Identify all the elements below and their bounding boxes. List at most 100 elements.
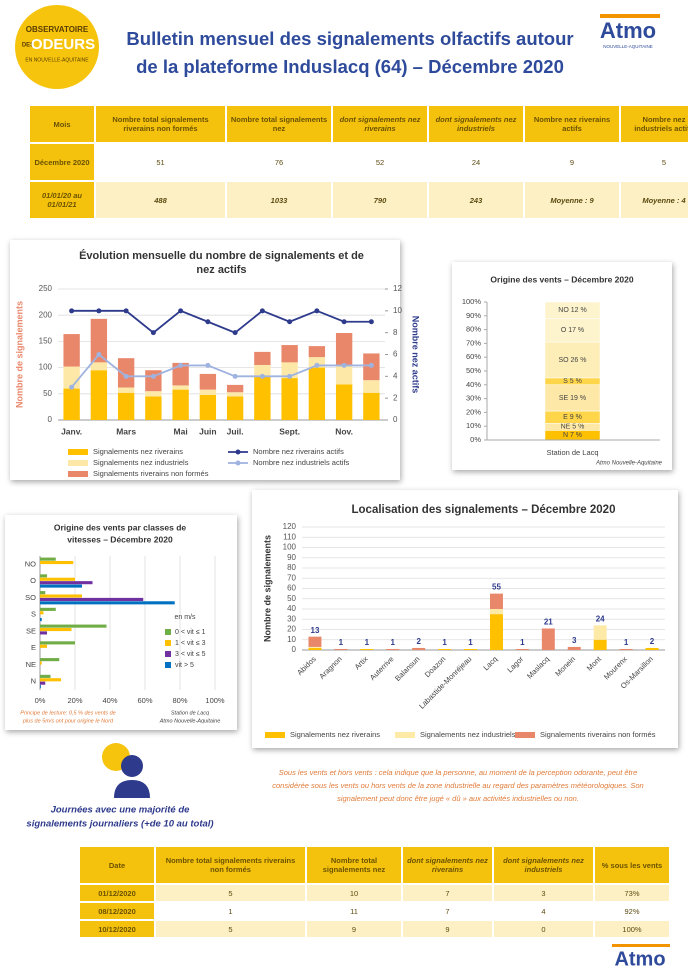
bar bbox=[40, 685, 41, 689]
x-tick-label: Sept. bbox=[279, 426, 300, 436]
total-label: 2 bbox=[650, 637, 655, 646]
y2-tick-label: 12 bbox=[393, 284, 402, 293]
header-cell: dont signalements nez riverains bbox=[401, 845, 494, 885]
y-tick-label: 200 bbox=[39, 310, 53, 319]
bar-segment bbox=[145, 396, 162, 420]
x-tick-label: 60% bbox=[137, 696, 152, 705]
y-tick-label: 60% bbox=[466, 352, 481, 361]
bar-segment bbox=[489, 593, 503, 609]
line-point bbox=[178, 362, 184, 368]
line-series bbox=[71, 309, 372, 334]
y-tick-label: NE bbox=[26, 660, 36, 669]
y2-tick-label: 8 bbox=[393, 328, 398, 337]
y-tick-label: 50 bbox=[43, 389, 52, 398]
cell: 100% bbox=[593, 919, 671, 939]
cell: 1033 bbox=[225, 180, 333, 220]
bar-segment bbox=[335, 366, 353, 385]
bar-segment bbox=[63, 334, 80, 367]
cell: Décembre 2020 bbox=[28, 142, 96, 182]
line-point bbox=[123, 308, 129, 314]
x-tick-label: Juil. bbox=[227, 426, 244, 436]
bar-segment bbox=[90, 362, 108, 371]
legend-label: 1 < vit ≤ 3 bbox=[175, 640, 206, 647]
segment-label: NO 12 % bbox=[558, 307, 586, 314]
bar-segment bbox=[544, 301, 601, 319]
line-point bbox=[232, 373, 238, 379]
legend-label: 0 < vit ≤ 1 bbox=[175, 629, 206, 636]
line-point bbox=[69, 384, 75, 390]
line-point bbox=[287, 373, 293, 379]
cell: 9 bbox=[305, 919, 403, 939]
bar bbox=[40, 627, 72, 632]
panel bbox=[5, 515, 237, 730]
cell: 52 bbox=[331, 142, 429, 182]
x-tick-label: 80% bbox=[172, 696, 187, 705]
table-row: 10/12/2020 5 9 9 0 100% bbox=[78, 919, 671, 939]
table-header: Date Nombre total signalements riverains … bbox=[78, 845, 671, 885]
y-axis-label: Nombre de signalements bbox=[262, 535, 272, 642]
line-point bbox=[96, 308, 102, 314]
line-point bbox=[69, 308, 75, 314]
bar-segment bbox=[90, 370, 108, 420]
y-tick-label: 120 bbox=[283, 522, 297, 531]
x-tick-label: 20% bbox=[67, 696, 82, 705]
bar-segment bbox=[335, 384, 353, 420]
y-tick-label: 150 bbox=[39, 337, 53, 346]
bar-segment bbox=[360, 648, 374, 650]
bar-segment bbox=[117, 392, 135, 420]
note: Sous les vents et hors vents : cela indi… bbox=[279, 768, 638, 777]
x-tick-label: 40% bbox=[102, 696, 117, 705]
bar-segment bbox=[199, 373, 217, 390]
cell: 3 bbox=[492, 883, 595, 903]
bar-segment bbox=[386, 648, 400, 650]
bar-segment bbox=[199, 389, 217, 395]
line-point bbox=[205, 362, 211, 368]
bar-segment bbox=[199, 394, 217, 420]
header-cell: Nombre total signalements riverains non … bbox=[154, 845, 307, 885]
table-row: 08/12/2020 1 11 7 4 92% bbox=[78, 901, 671, 921]
cell: 51 bbox=[94, 142, 227, 182]
y-tick-label: 50 bbox=[287, 594, 296, 603]
cell: 10 bbox=[305, 883, 403, 903]
bar-segment bbox=[281, 378, 298, 420]
total-label: 13 bbox=[311, 626, 320, 635]
segment-label: O 17 % bbox=[561, 327, 584, 334]
bar-segment bbox=[117, 358, 135, 388]
title: de la plateforme Induslacq (64) – Décemb… bbox=[136, 56, 564, 77]
x-tick-label: Nov. bbox=[335, 426, 353, 436]
y-tick-label: SE bbox=[26, 626, 36, 635]
legend-label: Signalements nez riverains bbox=[93, 447, 183, 456]
bar-segment bbox=[363, 392, 380, 420]
cell: Moyenne : 9 bbox=[523, 180, 621, 220]
bar-segment bbox=[515, 648, 529, 650]
line-point bbox=[150, 373, 156, 379]
bar-segment bbox=[593, 639, 607, 650]
y-tick-label: 0 bbox=[48, 415, 53, 424]
y-tick-label: 70 bbox=[287, 573, 296, 582]
bar-segment bbox=[489, 614, 503, 650]
line-point bbox=[123, 373, 129, 379]
chart-title: nez actifs bbox=[196, 264, 246, 276]
bar-segment bbox=[254, 364, 271, 376]
legend-swatch bbox=[235, 449, 241, 455]
segment-label: NE 5 % bbox=[561, 424, 585, 431]
header-cell: Mois bbox=[28, 104, 96, 144]
bar bbox=[40, 644, 47, 648]
x-tick-label: 0% bbox=[35, 696, 46, 705]
caption: Journées avec une majorité de bbox=[51, 805, 191, 816]
bar-segment bbox=[363, 380, 380, 393]
total-label: 1 bbox=[468, 638, 473, 647]
cell: 4 bbox=[492, 901, 595, 921]
y-tick-label: 250 bbox=[39, 284, 53, 293]
brand: Atmo bbox=[600, 18, 656, 43]
line-point bbox=[341, 362, 347, 368]
header-cell: Nombre nez industriels actifs bbox=[619, 104, 688, 144]
y2-tick-label: 6 bbox=[393, 350, 398, 359]
legend-label: Signalements riverains non formés bbox=[93, 469, 209, 478]
chart-title: Origine des vents par classes de bbox=[54, 522, 187, 532]
bar bbox=[40, 577, 75, 581]
bar-segment bbox=[308, 647, 322, 650]
line-point bbox=[232, 330, 238, 336]
line-point bbox=[314, 362, 320, 368]
